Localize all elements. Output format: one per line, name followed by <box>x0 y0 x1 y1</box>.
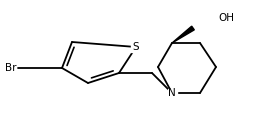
Polygon shape <box>172 26 194 43</box>
Text: Br: Br <box>5 63 17 73</box>
Bar <box>168 88 176 98</box>
Text: N: N <box>168 88 176 98</box>
Text: OH: OH <box>218 13 234 23</box>
Bar <box>131 42 141 52</box>
Text: S: S <box>133 42 139 52</box>
